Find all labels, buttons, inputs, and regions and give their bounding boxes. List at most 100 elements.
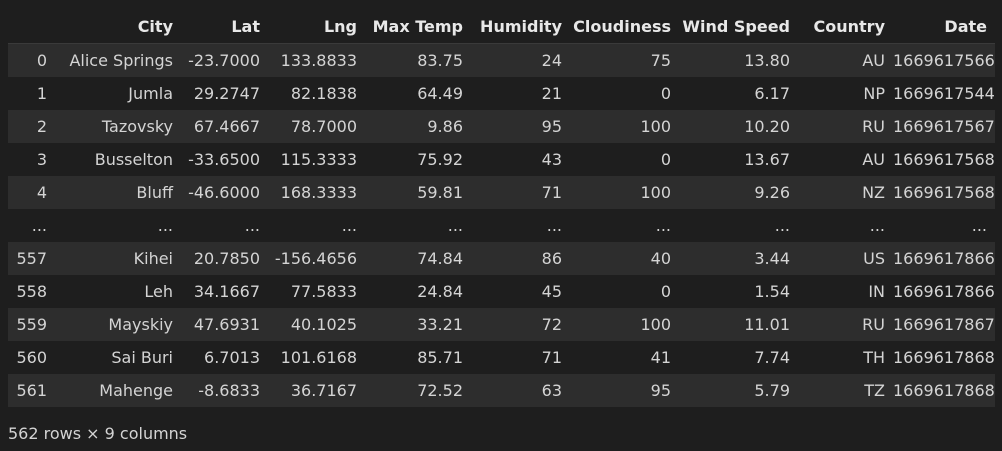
table-cell: 3.44 bbox=[754, 249, 790, 268]
table-cell: 86 bbox=[541, 249, 562, 268]
row-index: ... bbox=[31, 216, 47, 235]
table-cell: 9.86 bbox=[427, 117, 463, 136]
column-header: Country bbox=[798, 11, 893, 44]
table-cell: ... bbox=[546, 216, 562, 235]
table-cell: Leh bbox=[144, 282, 173, 301]
table-cell: 95 bbox=[650, 381, 671, 400]
table-cell: 13.80 bbox=[744, 51, 790, 70]
table-body: 0 Alice Springs -23.7000 133.8833 83.75 24 75 1… bbox=[8, 43, 995, 407]
table-cell: 82.1838 bbox=[290, 84, 357, 103]
table-cell: 72 bbox=[541, 315, 562, 334]
table-cell: 1669617866 bbox=[893, 249, 995, 268]
table-cell: 100 bbox=[640, 183, 671, 202]
table-cell: 6.17 bbox=[754, 84, 790, 103]
index-header bbox=[8, 11, 55, 44]
table-cell: 13.67 bbox=[744, 150, 790, 169]
column-header: Wind Speed bbox=[679, 11, 798, 44]
table-cell: 21 bbox=[541, 84, 562, 103]
ellipsis-row: .............................. bbox=[8, 209, 995, 242]
table-cell: ... bbox=[655, 216, 671, 235]
header-row: City Lat Lng Max Temp Humidity Cloudiness Wind… bbox=[8, 11, 995, 44]
table-cell: 59.81 bbox=[417, 183, 463, 202]
table-cell: 47.6931 bbox=[193, 315, 260, 334]
table-cell: 1669617866 bbox=[893, 282, 995, 301]
table-cell: 34.1667 bbox=[193, 282, 260, 301]
table-cell: 71 bbox=[541, 183, 562, 202]
table-cell: ... bbox=[341, 216, 357, 235]
table-cell: IN bbox=[868, 282, 885, 301]
table-cell: 67.4667 bbox=[193, 117, 260, 136]
table-cell: 72.52 bbox=[417, 381, 463, 400]
table-cell: -8.6833 bbox=[198, 381, 260, 400]
table-cell: 1669617867 bbox=[893, 315, 995, 334]
table-cell: 5.79 bbox=[754, 381, 790, 400]
row-index: 560 bbox=[16, 348, 47, 367]
table-cell: 43 bbox=[541, 150, 562, 169]
table-cell: 1669617544 bbox=[893, 84, 995, 103]
table-cell: Kihei bbox=[133, 249, 173, 268]
column-header: Max Temp bbox=[365, 11, 471, 44]
row-index: 2 bbox=[36, 117, 47, 136]
table-cell: AU bbox=[862, 51, 885, 70]
row-index: 557 bbox=[16, 249, 47, 268]
table-cell: 45 bbox=[541, 282, 562, 301]
table-row: 561 Mahenge -8.6833 36.7167 72.52 63 95 5.79 TZ 1… bbox=[8, 374, 995, 407]
table-cell: ... bbox=[157, 216, 173, 235]
table-cell: AU bbox=[862, 150, 885, 169]
table-row: 0 Alice Springs -23.7000 133.8833 83.75 24 75 1… bbox=[8, 43, 995, 77]
table-row: 2 Tazovsky 67.4667 78.7000 9.86 95 100 10.20 RU 1… bbox=[8, 110, 995, 143]
table-cell: Busselton bbox=[94, 150, 173, 169]
table-cell: 40.1025 bbox=[290, 315, 357, 334]
table-cell: 29.2747 bbox=[193, 84, 260, 103]
row-index: 3 bbox=[36, 150, 47, 169]
table-cell: ... bbox=[447, 216, 463, 235]
column-header: Humidity bbox=[471, 11, 570, 44]
table-cell: TH bbox=[863, 348, 885, 367]
table-cell: 74.84 bbox=[417, 249, 463, 268]
table-cell: 1669617568 bbox=[893, 150, 995, 169]
table-cell: 75 bbox=[650, 51, 671, 70]
table-cell: -33.6500 bbox=[188, 150, 260, 169]
table-cell: 20.7850 bbox=[193, 249, 260, 268]
row-index: 0 bbox=[36, 51, 47, 70]
table-cell: NP bbox=[863, 84, 885, 103]
table-cell: 1.54 bbox=[754, 282, 790, 301]
table-cell: 71 bbox=[541, 348, 562, 367]
table-cell: ... bbox=[869, 216, 885, 235]
table-cell: 168.3333 bbox=[280, 183, 357, 202]
table-cell: 0 bbox=[660, 150, 671, 169]
table-row: 560 Sai Buri 6.7013 101.6168 85.71 71 41 7.74 TH… bbox=[8, 341, 995, 374]
table-cell: ... bbox=[971, 216, 987, 235]
table-row: 3 Busselton -33.6500 115.3333 75.92 43 0 13.67 A… bbox=[8, 143, 995, 176]
table-cell: NZ bbox=[862, 183, 885, 202]
table-cell: Bluff bbox=[136, 183, 173, 202]
table-row: 558 Leh 34.1667 77.5833 24.84 45 0 1.54 IN 166961… bbox=[8, 275, 995, 308]
table-cell: 115.3333 bbox=[280, 150, 357, 169]
column-header: Lng bbox=[268, 11, 365, 44]
table-cell: 33.21 bbox=[417, 315, 463, 334]
dataframe-output: City Lat Lng Max Temp Humidity Cloudiness Wind… bbox=[8, 11, 995, 407]
row-index: 561 bbox=[16, 381, 47, 400]
row-index: 1 bbox=[36, 84, 47, 103]
table-cell: Mayskiy bbox=[108, 315, 173, 334]
table-cell: 0 bbox=[660, 84, 671, 103]
row-index: 4 bbox=[36, 183, 47, 202]
table-cell: ... bbox=[244, 216, 260, 235]
table-cell: 1669617568 bbox=[893, 183, 995, 202]
table-cell: 11.01 bbox=[744, 315, 790, 334]
column-header: Lat bbox=[181, 11, 268, 44]
table-cell: 1669617566 bbox=[893, 51, 995, 70]
table-cell: 100 bbox=[640, 315, 671, 334]
table-cell: RU bbox=[862, 117, 885, 136]
table-cell: 1669617567 bbox=[893, 117, 995, 136]
shape-summary: 562 rows × 9 columns bbox=[8, 424, 188, 443]
table-cell: Mahenge bbox=[99, 381, 173, 400]
dataframe-table: City Lat Lng Max Temp Humidity Cloudiness Wind… bbox=[8, 11, 995, 407]
table-cell: 64.49 bbox=[417, 84, 463, 103]
table-cell: 24.84 bbox=[417, 282, 463, 301]
column-header: City bbox=[55, 11, 181, 44]
table-cell: TZ bbox=[864, 381, 885, 400]
table-cell: 1669617868 bbox=[893, 348, 995, 367]
table-cell: US bbox=[863, 249, 885, 268]
table-cell: 24 bbox=[541, 51, 562, 70]
